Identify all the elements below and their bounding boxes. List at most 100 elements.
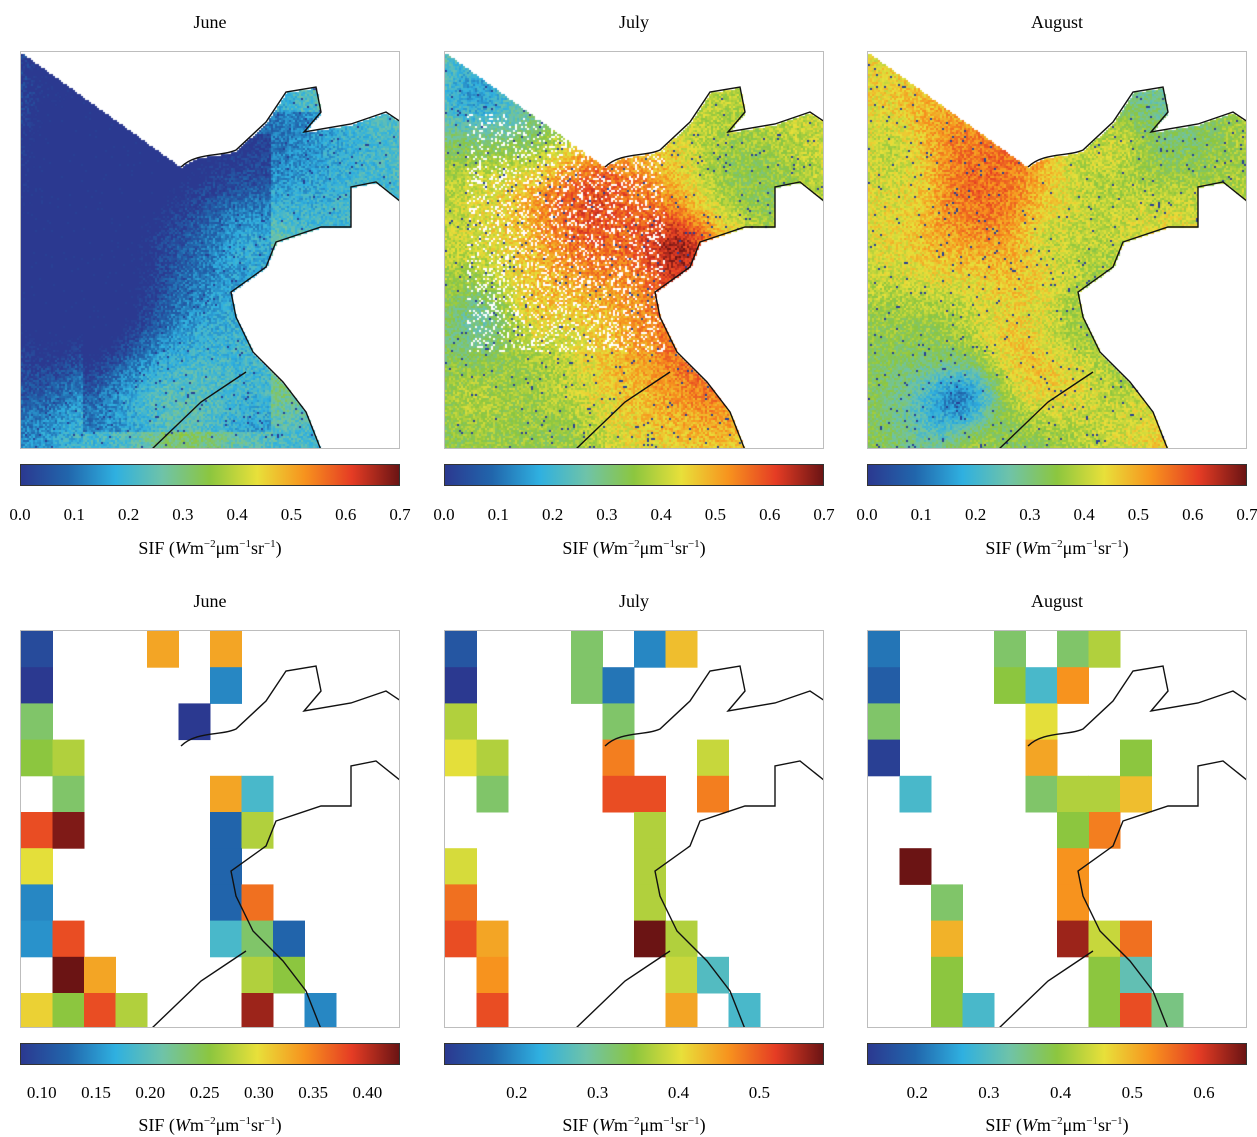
boundary-line xyxy=(576,371,671,448)
grid-cell xyxy=(665,631,698,668)
cb-var: W xyxy=(598,1115,614,1135)
tick-label: 0.2 xyxy=(117,505,140,524)
grid-cell xyxy=(210,884,242,922)
grid-cell xyxy=(697,775,729,813)
colorbar-label: SIF (Wm−2μm−1sr−1) xyxy=(562,1115,706,1135)
cb-prefix: SIF ( xyxy=(562,1115,599,1135)
grid-cell xyxy=(147,631,179,668)
grid-cell xyxy=(21,884,53,922)
grid-cell xyxy=(21,812,53,849)
boundary-line xyxy=(152,371,247,448)
grid-cell xyxy=(634,812,666,849)
map-frame xyxy=(444,51,824,449)
grid-cell xyxy=(476,993,509,1027)
colorbar-label: SIF (Wm−2μm−1sr−1) xyxy=(985,538,1129,558)
tick-label: 0.4 xyxy=(226,505,248,524)
grid-cell xyxy=(445,631,477,668)
tick-label: 0.4 xyxy=(650,505,672,524)
coastline xyxy=(180,665,399,1027)
cb-prefix: SIF ( xyxy=(138,538,175,558)
colorbar xyxy=(20,1043,400,1065)
grid-cell xyxy=(931,920,963,958)
grid-cell xyxy=(1025,739,1058,777)
colorbar-ticks: 0.0 0.1 0.2 0.3 0.4 0.5 0.6 0.7 xyxy=(9,505,410,525)
grid-cell xyxy=(634,884,666,922)
grid-cell xyxy=(476,956,509,994)
colorbar-ticks: 0.0 0.1 0.2 0.3 0.4 0.5 0.6 0.7 xyxy=(856,505,1257,525)
tick-label: 0.2 xyxy=(906,1083,928,1102)
sif-grid xyxy=(21,631,337,1027)
panel-title: July xyxy=(618,591,649,611)
grid-cell xyxy=(602,667,635,704)
tick-label: 0.4 xyxy=(1049,1083,1072,1102)
panel-title: August xyxy=(1030,12,1083,32)
grid-cell xyxy=(210,812,242,849)
grid-cell xyxy=(697,739,729,777)
grid-cell xyxy=(899,775,932,813)
grid-cell xyxy=(445,703,477,741)
cb-var: W xyxy=(598,538,614,558)
coastline xyxy=(180,86,399,448)
grid-cell xyxy=(1120,993,1152,1027)
grid-cell xyxy=(1025,667,1058,704)
sif-raster xyxy=(445,52,823,448)
coastline-overlay xyxy=(576,665,823,1027)
tick-label: 0.2 xyxy=(506,1083,528,1102)
coastline-overlay xyxy=(999,86,1246,448)
cb-var: W xyxy=(1021,538,1037,558)
map-frame xyxy=(20,630,400,1028)
tick-label: 0.1 xyxy=(487,505,509,524)
tick-label: 0.3 xyxy=(1019,505,1041,524)
grid-cell xyxy=(571,631,603,668)
grid-cell xyxy=(445,739,477,777)
tick-label: 0.15 xyxy=(81,1083,111,1102)
grid-cell xyxy=(1057,812,1089,849)
grid-cell xyxy=(1088,956,1121,994)
tick-label: 0.3 xyxy=(172,505,194,524)
grid-cell xyxy=(304,993,337,1027)
colorbar-label: SIF (Wm−2μm−1sr−1) xyxy=(138,538,282,558)
map-frame xyxy=(867,51,1247,449)
sif-grid xyxy=(868,631,1184,1027)
grid-cell xyxy=(1088,631,1121,668)
grid-cell xyxy=(1120,920,1152,958)
grid-cell xyxy=(1088,993,1121,1027)
grid-cell xyxy=(241,812,274,849)
grid-cell xyxy=(1057,631,1089,668)
grid-cell xyxy=(21,667,53,704)
tick-label: 0.3 xyxy=(586,1083,609,1102)
boundary-line xyxy=(576,950,671,1027)
coastline-overlay xyxy=(576,86,823,448)
grid-cell xyxy=(899,848,932,885)
tick-label: 0.7 xyxy=(389,505,411,524)
grid-cell xyxy=(1057,775,1089,813)
grid-cell xyxy=(697,956,729,994)
grid-cell xyxy=(241,956,274,994)
grid-cell xyxy=(728,993,761,1027)
tick-label: 0.30 xyxy=(243,1083,274,1102)
grid-cell xyxy=(210,775,242,813)
coastline xyxy=(604,86,823,448)
grid-cell xyxy=(21,631,53,668)
grid-cell xyxy=(602,739,635,777)
grid-cell xyxy=(241,993,274,1027)
grid-cell xyxy=(273,920,305,958)
grid-cell xyxy=(241,775,274,813)
coastline-overlay xyxy=(999,665,1246,1027)
grid-cell xyxy=(665,956,698,994)
grid-cell xyxy=(1057,884,1089,922)
grid-cell xyxy=(476,775,509,813)
grid-cell xyxy=(273,956,305,994)
tick-label: 0.7 xyxy=(1236,505,1257,524)
cb-prefix: SIF ( xyxy=(985,538,1022,558)
cb-prefix: SIF ( xyxy=(562,538,599,558)
grid-cell xyxy=(21,703,53,741)
cb-var: W xyxy=(174,538,190,558)
grid-cell xyxy=(868,739,900,777)
tick-label: 0.6 xyxy=(335,505,357,524)
grid-cell xyxy=(602,775,635,813)
colorbar-label: SIF (Wm−2μm−1sr−1) xyxy=(138,1115,282,1135)
tick-label: 0.10 xyxy=(26,1083,57,1102)
tick-label: 0.3 xyxy=(978,1083,1000,1102)
grid-cell xyxy=(602,703,635,741)
